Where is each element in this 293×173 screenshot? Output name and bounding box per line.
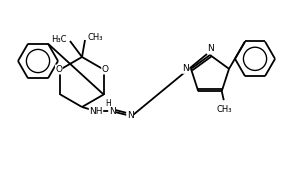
- Text: H: H: [105, 99, 111, 108]
- Text: N: N: [127, 112, 133, 121]
- Text: H₃C: H₃C: [52, 34, 67, 43]
- Text: N: N: [182, 64, 189, 73]
- Text: O: O: [55, 65, 62, 74]
- Text: CH₃: CH₃: [216, 105, 231, 114]
- Text: N: N: [109, 107, 115, 116]
- Text: NH: NH: [89, 107, 103, 116]
- Text: CH₃: CH₃: [88, 34, 103, 43]
- Text: N: N: [208, 44, 214, 53]
- Text: O: O: [102, 65, 109, 74]
